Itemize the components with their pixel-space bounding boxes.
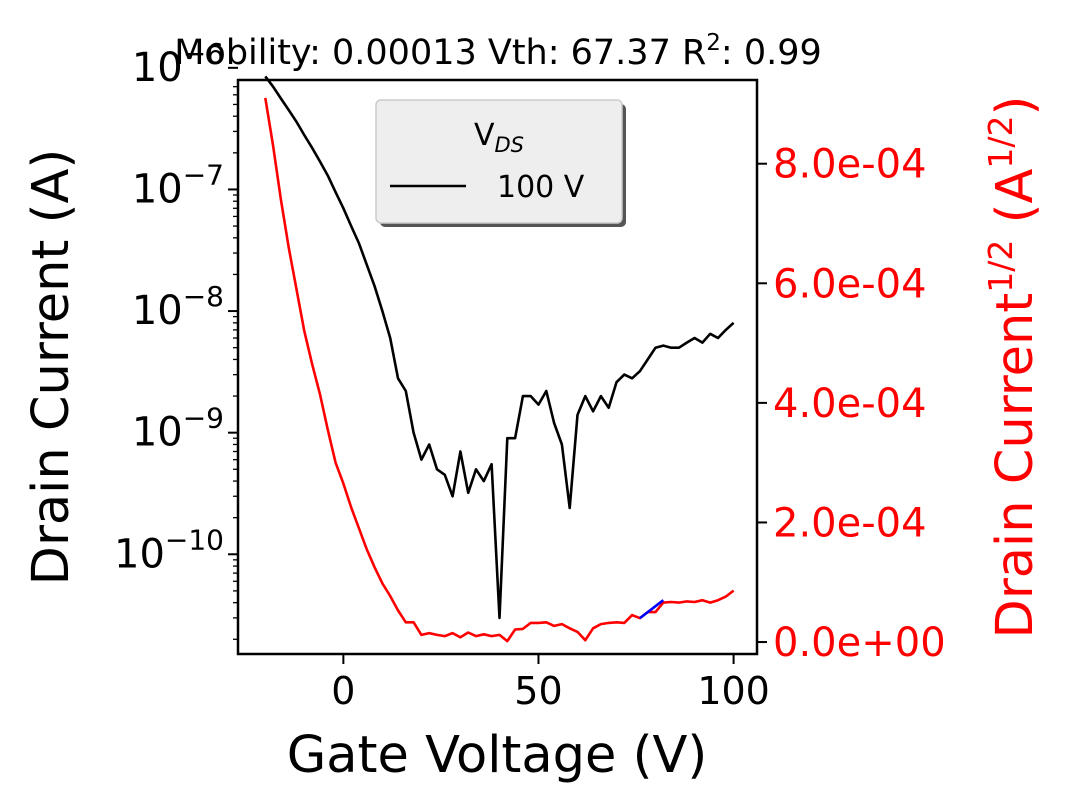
left-tick-label: 10−7 (132, 158, 224, 212)
right-axis-label-close: ) (986, 96, 1045, 116)
left-tick-label-exp: −8 (183, 280, 224, 313)
right-axis-label-base: Drain Current (986, 293, 1045, 639)
series-lines (264, 75, 735, 643)
chart-title-main: Mobility: 0.00013 Vth: 67.37 R (174, 33, 706, 73)
left-tick-label-base: 10 (132, 45, 183, 91)
right-axis-label-sup: 1/2 (981, 240, 1020, 293)
right-tick-label: 6.0e-04 (773, 261, 927, 307)
right-axis-label-open: (A (986, 168, 1045, 239)
left-tick-label-base: 10 (114, 531, 165, 577)
legend-box (375, 99, 623, 224)
left-axis-ticks: 10−610−710−810−910−10 (114, 37, 238, 577)
right-tick-label: 2.0e-04 (773, 500, 927, 546)
x-tick-label: 50 (514, 669, 562, 713)
left-tick-label: 10−8 (132, 280, 224, 334)
right-tick-label: 4.0e-04 (773, 381, 927, 427)
left-tick-label-exp: −7 (183, 158, 224, 191)
left-tick-label-exp: −10 (165, 523, 224, 556)
right-axis-label-unit-sup: 1/2 (981, 115, 1020, 168)
left-tick-label: 10−6 (132, 37, 224, 91)
right-tick-label: 0.0e+00 (773, 620, 946, 666)
left-tick-label-base: 10 (132, 166, 183, 212)
drain-current-line (264, 75, 735, 620)
left-tick-label-exp: −6 (183, 37, 224, 70)
chart-title: Mobility: 0.00013 Vth: 67.37 R2: 0.99 (174, 30, 822, 73)
x-axis-ticks: 0 50 100 (331, 654, 770, 713)
legend-title-sub: DS (495, 133, 525, 157)
left-tick-label-base: 10 (132, 288, 183, 334)
left-tick-label: 10−9 (132, 402, 224, 456)
chart-title-r-value: : 0.99 (721, 33, 822, 73)
left-tick-label: 10−10 (114, 523, 224, 577)
right-axis-ticks: 0.0e+00 2.0e-04 4.0e-04 6.0e-04 8.0e-04 (757, 142, 946, 666)
left-tick-label-base: 10 (132, 410, 183, 456)
right-tick-label: 8.0e-04 (773, 142, 927, 188)
chart-title-r-sup: 2 (706, 30, 721, 56)
linear-fit-segment (639, 599, 665, 620)
legend-title: VDS (474, 118, 524, 157)
sqrt-drain-current-line (264, 97, 735, 643)
left-minor-ticks (233, 86, 238, 640)
left-tick-label-exp: −9 (183, 402, 224, 435)
legend-entry-label: 100 V (497, 170, 585, 205)
legend-title-base: V (474, 118, 495, 153)
x-tick-label: 0 (331, 669, 355, 713)
legend: VDS 100 V (375, 99, 626, 227)
left-axis-label: Drain Current (A) (22, 149, 81, 586)
right-axis-label: Drain Current1/2 (A1/2) (981, 96, 1045, 639)
x-axis-label: Gate Voltage (V) (287, 726, 708, 785)
x-tick-label: 100 (697, 669, 770, 713)
